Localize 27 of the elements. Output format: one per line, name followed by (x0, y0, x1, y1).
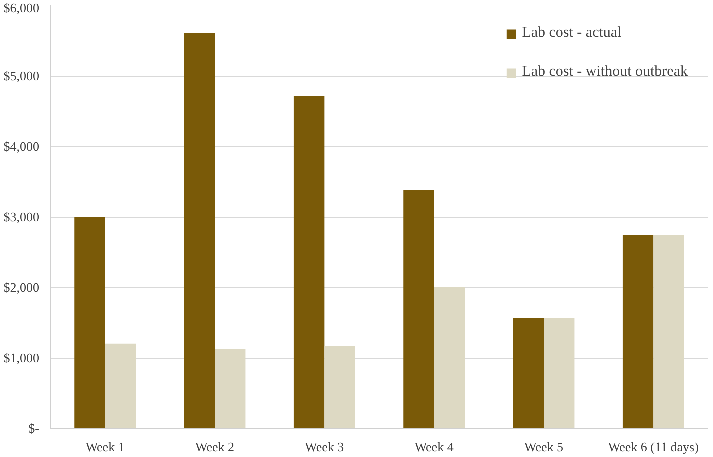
bar (74, 217, 106, 428)
x-tick-label: Week 1 (86, 440, 125, 454)
bar (105, 344, 136, 428)
x-tick-label: Week 5 (524, 440, 564, 454)
y-tick-label: $1,000 (4, 350, 40, 366)
bar (184, 32, 215, 428)
x-tick-label: Week 2 (195, 440, 235, 454)
x-tick-label: Week 6 (11 days) (608, 440, 699, 454)
bar (324, 346, 356, 428)
legend-label: Lab cost - without outbreak (522, 64, 688, 81)
y-tick-label: $2,000 (4, 280, 40, 295)
bar (654, 235, 684, 428)
bar (404, 190, 434, 428)
y-tick-label: $3,000 (4, 210, 40, 224)
y-tick-label: $5,000 (4, 68, 40, 84)
bar (513, 318, 544, 428)
bar (622, 235, 654, 428)
bar (544, 318, 575, 428)
x-tick-label: Week 3 (305, 440, 344, 454)
x-tick-label: Week 4 (414, 440, 454, 454)
y-tick-label: $- (28, 421, 40, 436)
bar (294, 96, 325, 428)
bar (215, 350, 246, 428)
legend-label: Lab cost - actual (522, 25, 622, 42)
y-tick-label: $4,000 (4, 139, 40, 154)
bar (434, 288, 466, 428)
y-tick-label: $6,000 (4, 0, 40, 16)
